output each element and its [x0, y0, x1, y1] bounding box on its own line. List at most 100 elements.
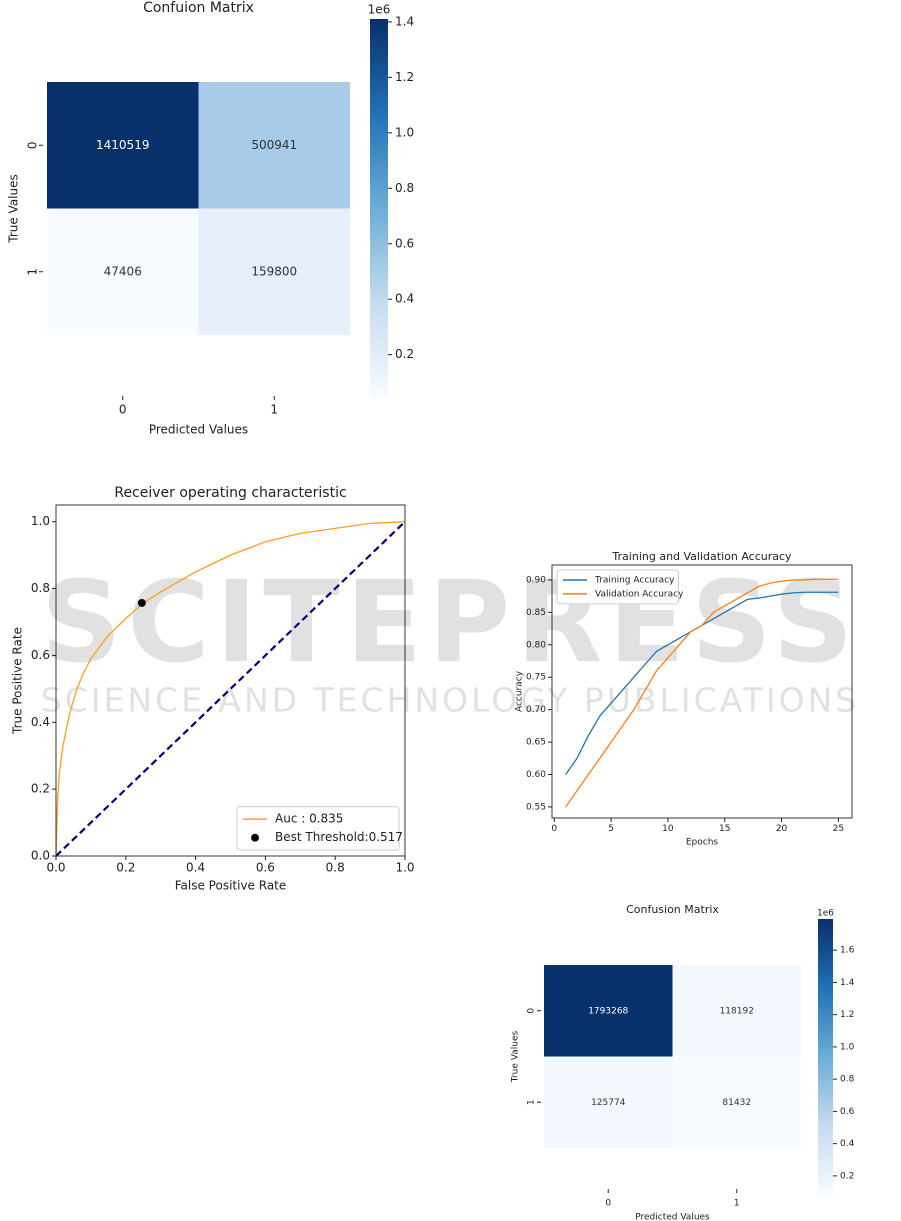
colorbar-tick-label: 1.6	[840, 946, 855, 956]
chart-title: Confuion Matrix	[143, 0, 254, 16]
x-tick-label: 0.4	[186, 861, 205, 875]
colorbar-tick-label: 0.4	[395, 292, 414, 306]
x-tick-label: 5	[608, 824, 614, 834]
plot	[565, 578, 839, 808]
y-tick-label: 0.85	[526, 608, 546, 618]
x-tick-label: 0	[119, 403, 127, 417]
line-chart: Receiver operating characteristic 0.0 0.2 0…	[11, 485, 415, 893]
cell-label: 47406	[104, 264, 142, 278]
y-tick-label: 0.70	[526, 705, 546, 715]
colorbar-scale: 1e6	[368, 3, 391, 17]
watermark-title: SCITEPRESS	[41, 558, 860, 688]
x-tick-label: 25	[833, 824, 844, 834]
series-line	[56, 520, 405, 857]
colorbar-scale: 1e6	[817, 909, 834, 919]
legend: Training Accuracy Validation Accuracy	[556, 569, 684, 605]
series-line	[565, 578, 839, 808]
colorbar-tick-label: 1.4	[840, 978, 855, 988]
chart-title: Training and Validation Accuracy	[611, 550, 792, 563]
x-axis-label: False Positive Rate	[175, 879, 287, 893]
y-tick-label: 0	[26, 141, 40, 149]
y-tick-label: 0.65	[526, 738, 546, 748]
y-tick-label: 0.6	[31, 648, 50, 662]
x-axis-label: Predicted Values	[635, 1213, 710, 1221]
colorbar-tick-label: 0.4	[840, 1139, 855, 1149]
colorbar-tick-label: 0.6	[840, 1107, 855, 1117]
legend-label: Auc : 0.835	[275, 812, 343, 826]
legend-marker	[251, 833, 259, 842]
heatmap-chart: Confuion Matrix 1410519 500941 47406 159800 0…	[7, 0, 415, 437]
chart-title: Confusion Matrix	[626, 903, 719, 916]
heatmap-cell	[544, 965, 673, 1057]
colorbar-tick-label: 0.2	[395, 347, 414, 361]
y-tick-label: 0.80	[526, 640, 546, 650]
legend-label: Training Accuracy	[594, 575, 675, 585]
cell-label: 1410519	[96, 138, 149, 152]
y-tick-label: 0.4	[31, 715, 50, 729]
y-tick-label: 0.75	[526, 673, 546, 683]
heatmap-chart: Confusion Matrix 1793268 118192 125774 81432…	[511, 903, 855, 1221]
heatmap-cell	[47, 208, 199, 335]
colorbar-tick-label: 1.2	[840, 1010, 854, 1020]
chart-title: Receiver operating characteristic	[114, 485, 346, 501]
cell-label: 81432	[722, 1098, 751, 1108]
x-tick-label: 1	[270, 403, 278, 417]
heatmap-cell	[544, 1056, 673, 1148]
x-tick-label: 0	[551, 824, 557, 834]
colorbar	[818, 919, 833, 1195]
watermark-subtitle: SCIENCE AND TECHNOLOGY PUBLICATIONS	[41, 681, 859, 720]
colorbar-tick-label: 0.8	[395, 181, 414, 195]
colorbar	[370, 19, 388, 397]
legend-frame	[556, 569, 679, 605]
cell-label: 500941	[251, 138, 297, 152]
scatter-point	[137, 598, 146, 607]
x-axis-label: Epochs	[686, 838, 719, 848]
y-tick-label: 1.0	[31, 514, 50, 528]
legend: Auc : 0.835 Best Threshold:0.517	[236, 806, 403, 851]
x-tick-label: 0.0	[46, 861, 65, 875]
colorbar-tick-label: 1.0	[395, 125, 414, 139]
heatmap-cell	[198, 82, 350, 209]
colorbar-tick-label: 1.0	[840, 1042, 855, 1052]
series-line	[56, 521, 405, 857]
colorbar-tick-label: 0.2	[840, 1171, 854, 1181]
y-axis-label: Accuracy	[515, 670, 525, 712]
y-tick-label: 0.2	[31, 782, 50, 796]
legend-label: Best Threshold:0.517	[275, 830, 403, 844]
colorbar-tick-label: 0.8	[840, 1075, 855, 1085]
cell-label: 125774	[591, 1098, 626, 1108]
cell-label: 159800	[251, 264, 297, 278]
y-tick-label: 1	[26, 268, 40, 276]
legend-label: Validation Accuracy	[595, 589, 684, 599]
heatmap-cell	[672, 965, 801, 1057]
x-tick-label: 1	[734, 1199, 740, 1209]
plot	[56, 520, 405, 857]
x-tick-label: 20	[776, 824, 788, 834]
x-tick-label: 0.6	[256, 861, 275, 875]
axes-frame	[55, 504, 406, 857]
heatmap-cell	[672, 1056, 801, 1148]
x-tick-label: 10	[662, 824, 674, 834]
watermark: SCITEPRESS SCIENCE AND TECHNOLOGY PUBLIC…	[41, 558, 860, 720]
legend-frame	[236, 806, 400, 851]
x-tick-label: 15	[719, 824, 730, 834]
cell-label: 1793268	[588, 1006, 628, 1016]
y-tick-label: 0	[527, 1008, 537, 1014]
cell-label: 118192	[720, 1006, 754, 1016]
heatmap-cell	[198, 208, 350, 335]
x-axis-label: Predicted Values	[149, 423, 248, 437]
y-tick-label: 1	[527, 1099, 537, 1105]
y-axis-label: True Values	[7, 174, 21, 244]
colorbar-tick-label: 0.6	[395, 236, 414, 250]
colorbar-tick-label: 1.4	[395, 14, 414, 28]
x-tick-label: 0.8	[326, 861, 345, 875]
heatmap-cell	[47, 82, 199, 209]
axes-frame	[551, 564, 853, 819]
colorbar-tick-label: 1.2	[395, 70, 414, 84]
y-tick-label: 0.0	[31, 849, 50, 863]
y-tick-label: 0.60	[526, 770, 546, 780]
y-tick-label: 0.90	[526, 575, 546, 585]
line-chart: Training and Validation Accuracy 0 5 10 15 20…	[515, 550, 853, 848]
x-tick-label: 0	[605, 1199, 611, 1209]
